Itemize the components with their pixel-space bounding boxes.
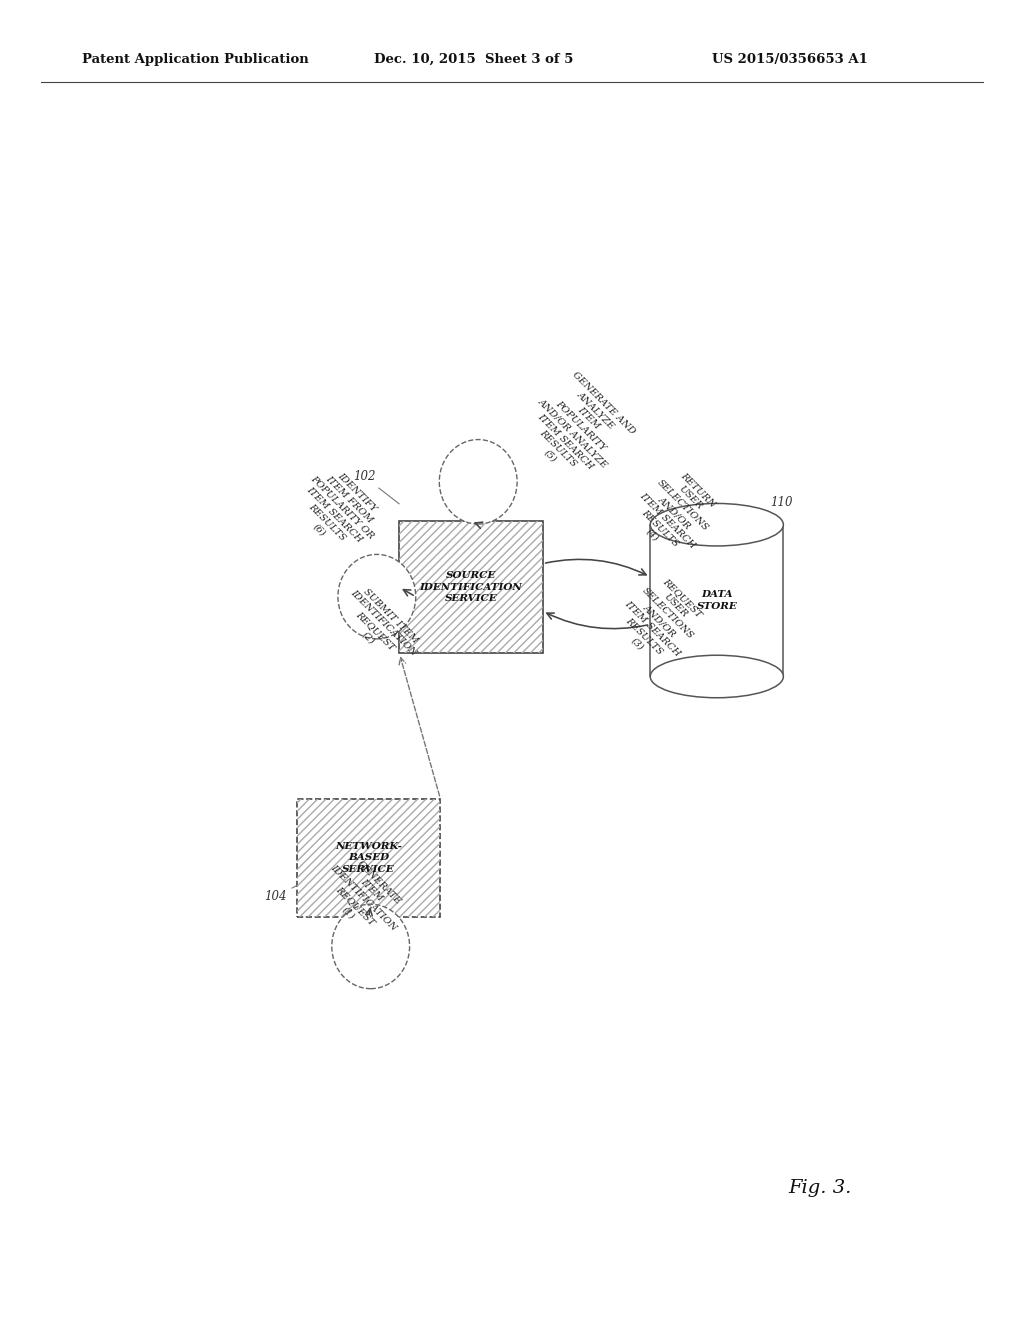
Text: US 2015/0356653 A1: US 2015/0356653 A1 [712, 53, 867, 66]
Text: RETURN
USER
SELECTIONS
AND/OR
ITEM SEARCH
RESULTS
(4): RETURN USER SELECTIONS AND/OR ITEM SEARC… [623, 461, 727, 565]
Bar [399, 521, 543, 653]
Bar [297, 799, 440, 917]
Ellipse shape [650, 655, 783, 698]
Bar [297, 799, 440, 917]
Text: NETWORK-
BASED
SERVICE: NETWORK- BASED SERVICE [335, 842, 402, 874]
Text: IDENTIFY
ITEM FROM
POPULARITY OR
ITEM SEARCH
RESULTS
(6): IDENTIFY ITEM FROM POPULARITY OR ITEM SE… [286, 459, 390, 564]
Text: GENERATE AND
ANALYZE
ITEM
POPULARITY
AND/OR ANALYZE
ITEM SEARCH
RESULTS
(5): GENERATE AND ANALYZE ITEM POPULARITY AND… [514, 367, 640, 492]
Text: REQUEST
USER
SELECTIONS
AND/OR
ITEM SEARCH
RESULTS
(3): REQUEST USER SELECTIONS AND/OR ITEM SEAR… [607, 569, 712, 673]
Text: 110: 110 [764, 495, 793, 525]
Text: Fig. 3.: Fig. 3. [788, 1179, 852, 1197]
Text: SUBMIT ITEM
IDENTIFICATION
REQUEST
(2): SUBMIT ITEM IDENTIFICATION REQUEST (2) [333, 581, 425, 673]
Text: Dec. 10, 2015  Sheet 3 of 5: Dec. 10, 2015 Sheet 3 of 5 [374, 53, 573, 66]
Bar [650, 524, 783, 676]
Ellipse shape [439, 440, 517, 524]
Bar [399, 521, 543, 653]
Text: Patent Application Publication: Patent Application Publication [82, 53, 308, 66]
Text: SOURCE
IDENTIFICATION
SERVICE: SOURCE IDENTIFICATION SERVICE [420, 572, 522, 603]
Ellipse shape [650, 503, 783, 546]
Ellipse shape [338, 554, 416, 639]
Text: DATA
STORE: DATA STORE [696, 590, 737, 611]
Text: 104: 104 [264, 886, 297, 903]
Text: 102: 102 [353, 470, 399, 504]
Ellipse shape [332, 904, 410, 989]
Text: GENERATE
ITEM
IDENTIFICATION
REQUEST
(1): GENERATE ITEM IDENTIFICATION REQUEST (1) [313, 847, 414, 948]
